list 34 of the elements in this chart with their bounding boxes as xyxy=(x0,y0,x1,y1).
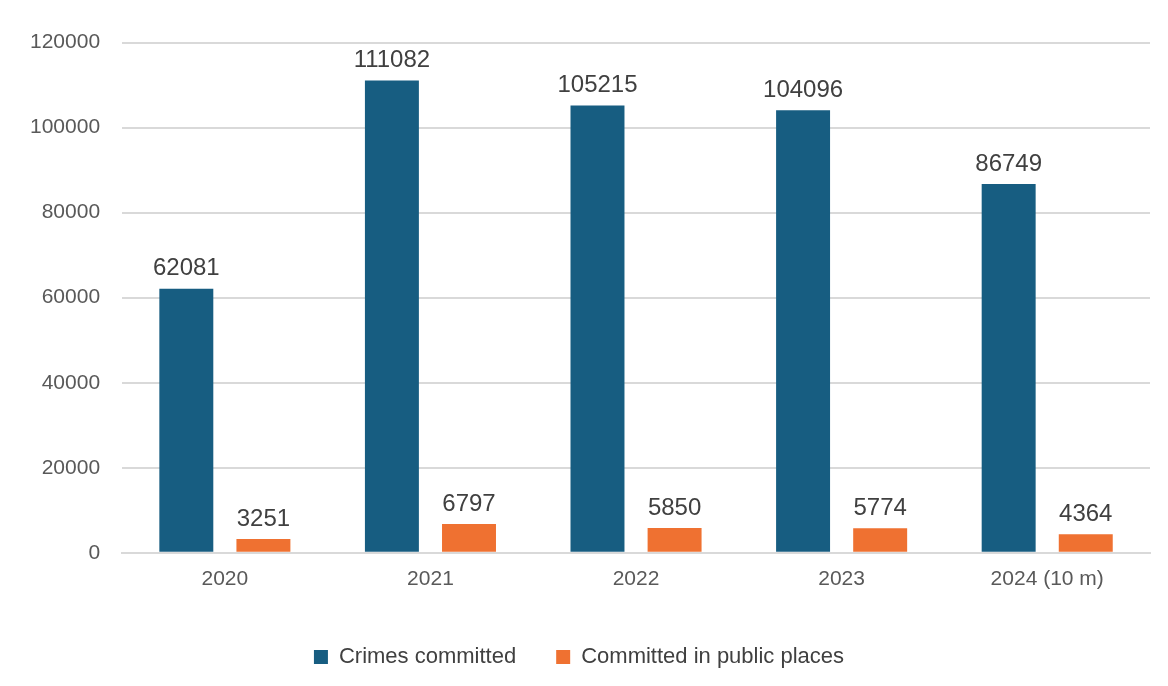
y-tick-label: 80000 xyxy=(41,199,101,223)
bar xyxy=(364,80,419,552)
bar xyxy=(236,538,291,552)
y-tick-label: 100000 xyxy=(30,114,101,138)
legend-label: Committed in public places xyxy=(581,643,845,669)
x-tick-label: 2023 xyxy=(818,566,865,590)
data-label: 62081 xyxy=(152,253,220,281)
data-label: 105215 xyxy=(557,70,638,98)
x-tick-label: 2022 xyxy=(612,566,660,590)
bar xyxy=(853,528,908,552)
data-label: 5850 xyxy=(647,492,702,520)
x-tick-label: 2021 xyxy=(407,566,454,590)
x-tick-label: 2024 (10 m) xyxy=(990,566,1104,590)
data-label: 5774 xyxy=(853,492,907,520)
bar xyxy=(442,523,496,552)
x-tick-label: 2020 xyxy=(201,566,249,590)
data-label: 111082 xyxy=(353,45,431,73)
data-label: 6797 xyxy=(442,488,496,516)
y-tick-label: 0 xyxy=(88,539,101,563)
y-tick-label: 40000 xyxy=(41,369,101,393)
data-label: 104096 xyxy=(763,74,844,102)
bar xyxy=(1058,534,1113,552)
y-tick-label: 120000 xyxy=(30,29,101,53)
bar xyxy=(647,527,702,552)
bar xyxy=(981,183,1036,552)
y-tick-label: 60000 xyxy=(41,284,101,308)
bar xyxy=(776,110,831,552)
bar xyxy=(570,105,625,552)
data-label: 3251 xyxy=(236,503,291,531)
data-label: 86749 xyxy=(975,148,1043,176)
data-label: 4364 xyxy=(1059,498,1113,526)
y-tick-label: 20000 xyxy=(41,454,101,478)
bar xyxy=(159,288,214,552)
legend-label: Crimes committed xyxy=(338,643,517,669)
